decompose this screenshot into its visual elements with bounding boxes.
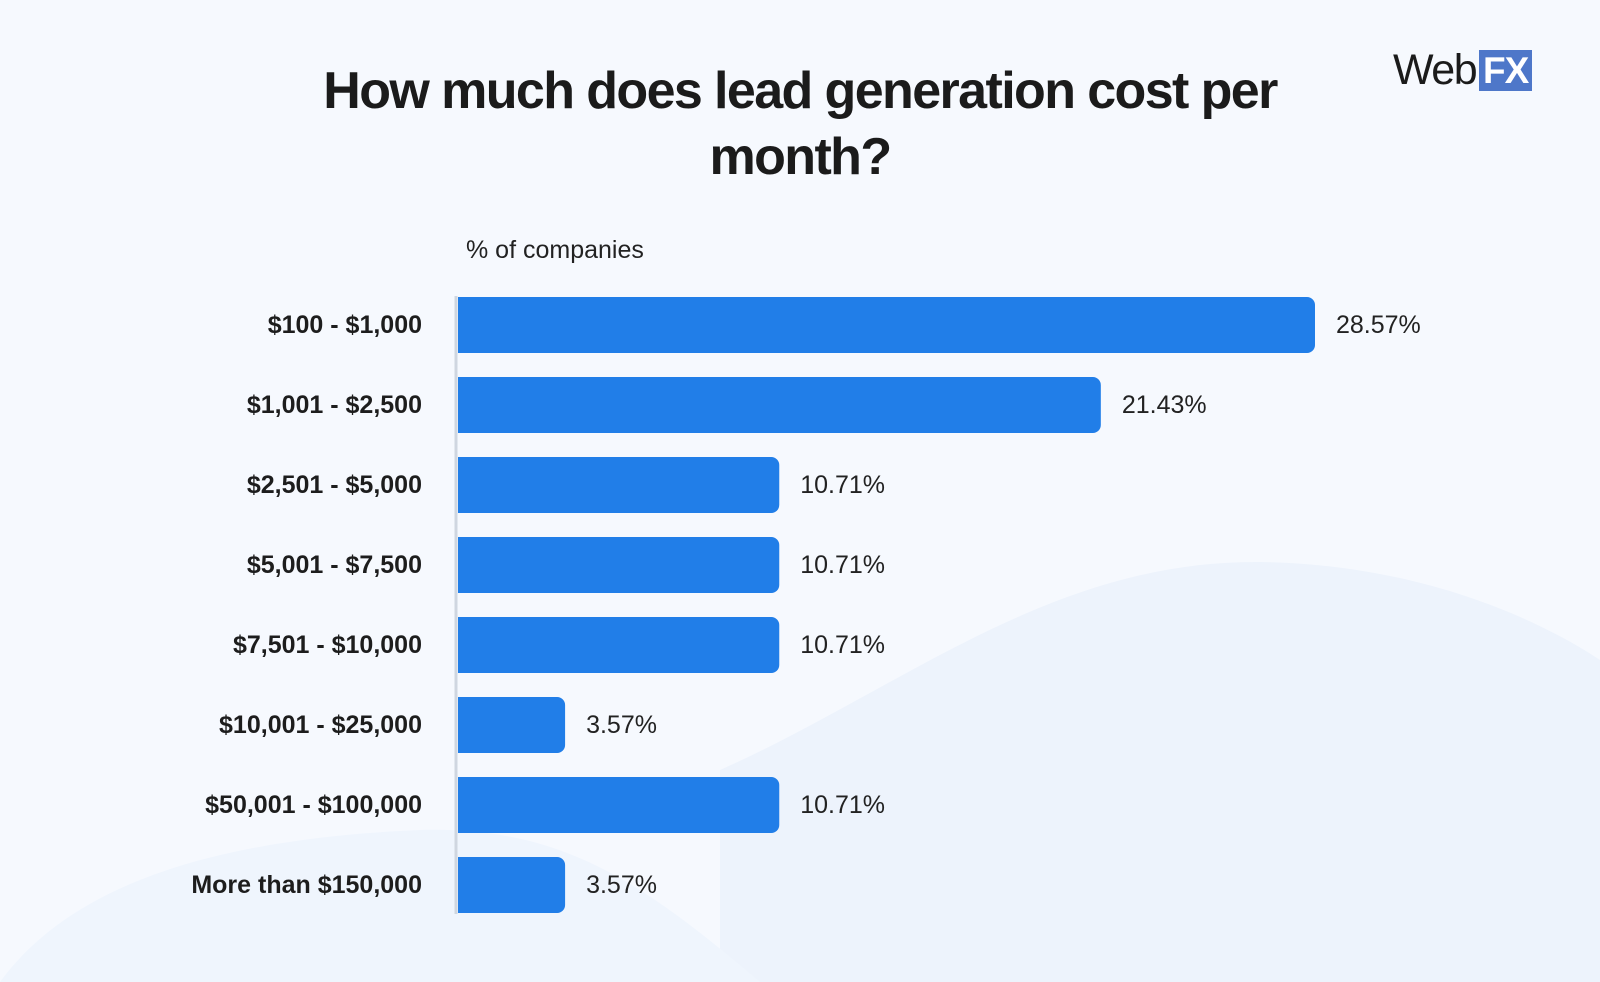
value-label: 10.71% bbox=[800, 791, 885, 819]
value-label: 10.71% bbox=[800, 471, 885, 499]
category-label: $1,001 - $2,500 bbox=[247, 391, 422, 419]
bars-group: $100 - $1,000 28.57% $1,001 - $2,500 21.43%… bbox=[191, 297, 1421, 913]
value-label: 10.71% bbox=[800, 551, 885, 579]
bar bbox=[458, 377, 1101, 433]
category-label: $100 - $1,000 bbox=[268, 311, 422, 339]
bar bbox=[458, 617, 780, 673]
category-label: $10,001 - $25,000 bbox=[219, 711, 422, 739]
category-label: $50,001 - $100,000 bbox=[205, 791, 422, 819]
value-label: 10.71% bbox=[800, 631, 885, 659]
background-wave-left bbox=[0, 829, 760, 982]
bar-left-edge bbox=[458, 457, 468, 513]
bar bbox=[458, 457, 780, 513]
webfx-logo: Web FX bbox=[1393, 46, 1533, 94]
category-label: $7,501 - $10,000 bbox=[233, 631, 422, 659]
background-wave-right bbox=[720, 561, 1600, 982]
bar-left-edge bbox=[458, 377, 468, 433]
category-label: More than $150,000 bbox=[191, 871, 422, 899]
value-label: 3.57% bbox=[586, 871, 657, 899]
logo-badge: FX bbox=[1479, 49, 1533, 91]
bar bbox=[458, 857, 566, 913]
value-label: 21.43% bbox=[1122, 391, 1207, 419]
bar bbox=[458, 297, 1315, 353]
bar-left-edge bbox=[458, 857, 468, 913]
value-label: 3.57% bbox=[586, 711, 657, 739]
bar-left-edge bbox=[458, 297, 468, 353]
bar bbox=[458, 537, 780, 593]
bar-left-edge bbox=[458, 697, 468, 753]
chart-title: How much does lead generation cost per m… bbox=[323, 62, 1278, 186]
bar-left-edge bbox=[458, 777, 468, 833]
value-label: 28.57% bbox=[1336, 311, 1421, 339]
bar bbox=[458, 697, 566, 753]
bar-left-edge bbox=[458, 617, 468, 673]
bar bbox=[458, 777, 780, 833]
x-axis-label: % of companies bbox=[466, 236, 644, 264]
category-label: $2,501 - $5,000 bbox=[247, 471, 422, 499]
category-label: $5,001 - $7,500 bbox=[247, 551, 422, 579]
logo-word: Web bbox=[1393, 46, 1478, 94]
bar-left-edge bbox=[458, 537, 468, 593]
